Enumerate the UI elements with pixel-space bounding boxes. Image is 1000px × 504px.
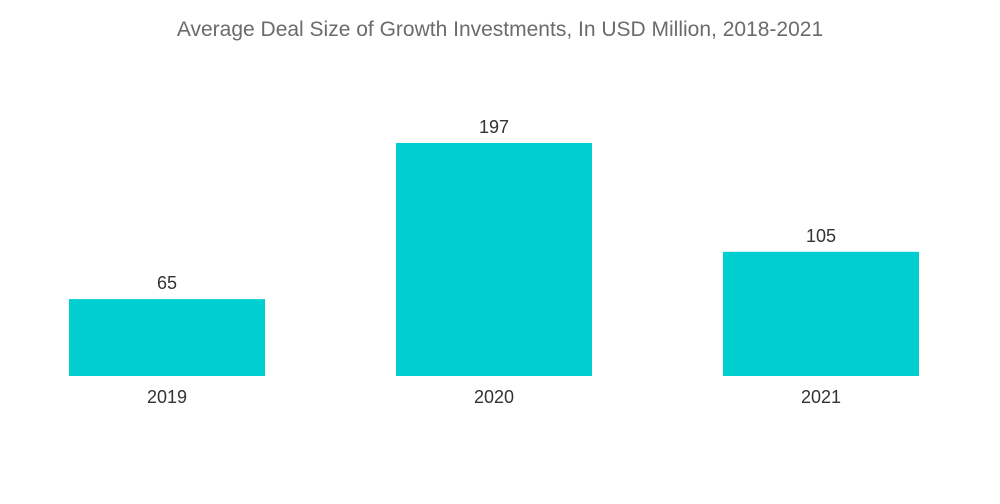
x-tick-label-2019: 2019 bbox=[147, 387, 187, 407]
chart-title: Average Deal Size of Growth Investments,… bbox=[176, 18, 824, 41]
x-tick-label-2021: 2021 bbox=[801, 387, 841, 407]
bar-2020 bbox=[396, 143, 592, 376]
bar-2021 bbox=[723, 251, 919, 376]
value-label-2021: 105 bbox=[806, 226, 836, 246]
bars-layer bbox=[69, 143, 919, 376]
x-tick-label-2020: 2020 bbox=[474, 387, 514, 407]
value-labels-layer: 65 197 105 bbox=[157, 117, 836, 293]
value-label-2020: 197 bbox=[479, 117, 509, 137]
value-label-2019: 65 bbox=[157, 273, 177, 293]
bar-2019 bbox=[69, 299, 265, 376]
x-tick-labels-layer: 2019 2020 2021 bbox=[147, 387, 841, 407]
